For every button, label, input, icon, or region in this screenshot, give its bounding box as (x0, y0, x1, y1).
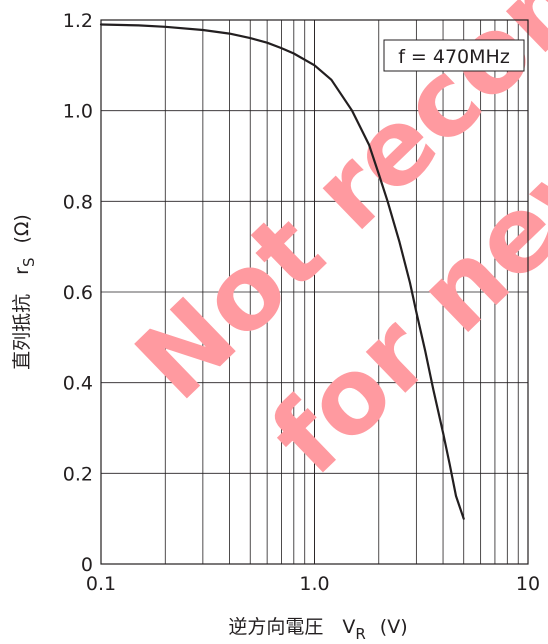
y-tick-label: 0.8 (63, 191, 93, 213)
y-tick-label: 0.4 (63, 373, 93, 395)
annotation-frame (383, 39, 525, 72)
annotation-text: f = 470MHz (398, 46, 510, 68)
y-axis-label-sub: S (20, 258, 38, 268)
y-tick-label: 0.6 (63, 282, 93, 304)
series-layer (99, 23, 465, 520)
x-axis-label: 逆方向電圧 VR (V) (228, 616, 407, 643)
tick-labels: 0 0.2 0.4 0.6 0.8 1.0 1.2 0.1 1.0 10 (63, 10, 540, 595)
x-tick-label: 1.0 (299, 573, 329, 595)
grid (101, 20, 528, 564)
y-tick-label: 1.0 (63, 101, 93, 123)
y-tick-label: 0 (81, 554, 93, 576)
annotation-box: f = 470MHz (383, 39, 525, 72)
plot-frame (100, 19, 529, 565)
x-axis-label-unit: (V) (380, 616, 408, 638)
y-axis-label: 直列抵抗 rS (Ω) (11, 214, 38, 370)
y-tick-label: 1.2 (63, 10, 93, 32)
y-axis-label-unit: (Ω) (11, 214, 33, 243)
x-axis-label-text: 逆方向電圧 V (228, 616, 355, 638)
series-line (99, 23, 465, 520)
x-tick-label: 0.1 (86, 573, 116, 595)
x-tick-label: 10 (516, 573, 540, 595)
y-axis-label-text: 直列抵抗 r (11, 267, 33, 370)
y-tick-label: 0.2 (63, 463, 93, 485)
watermark: Not recommended for new design (113, 0, 548, 498)
x-axis-label-sub: R (355, 625, 365, 643)
